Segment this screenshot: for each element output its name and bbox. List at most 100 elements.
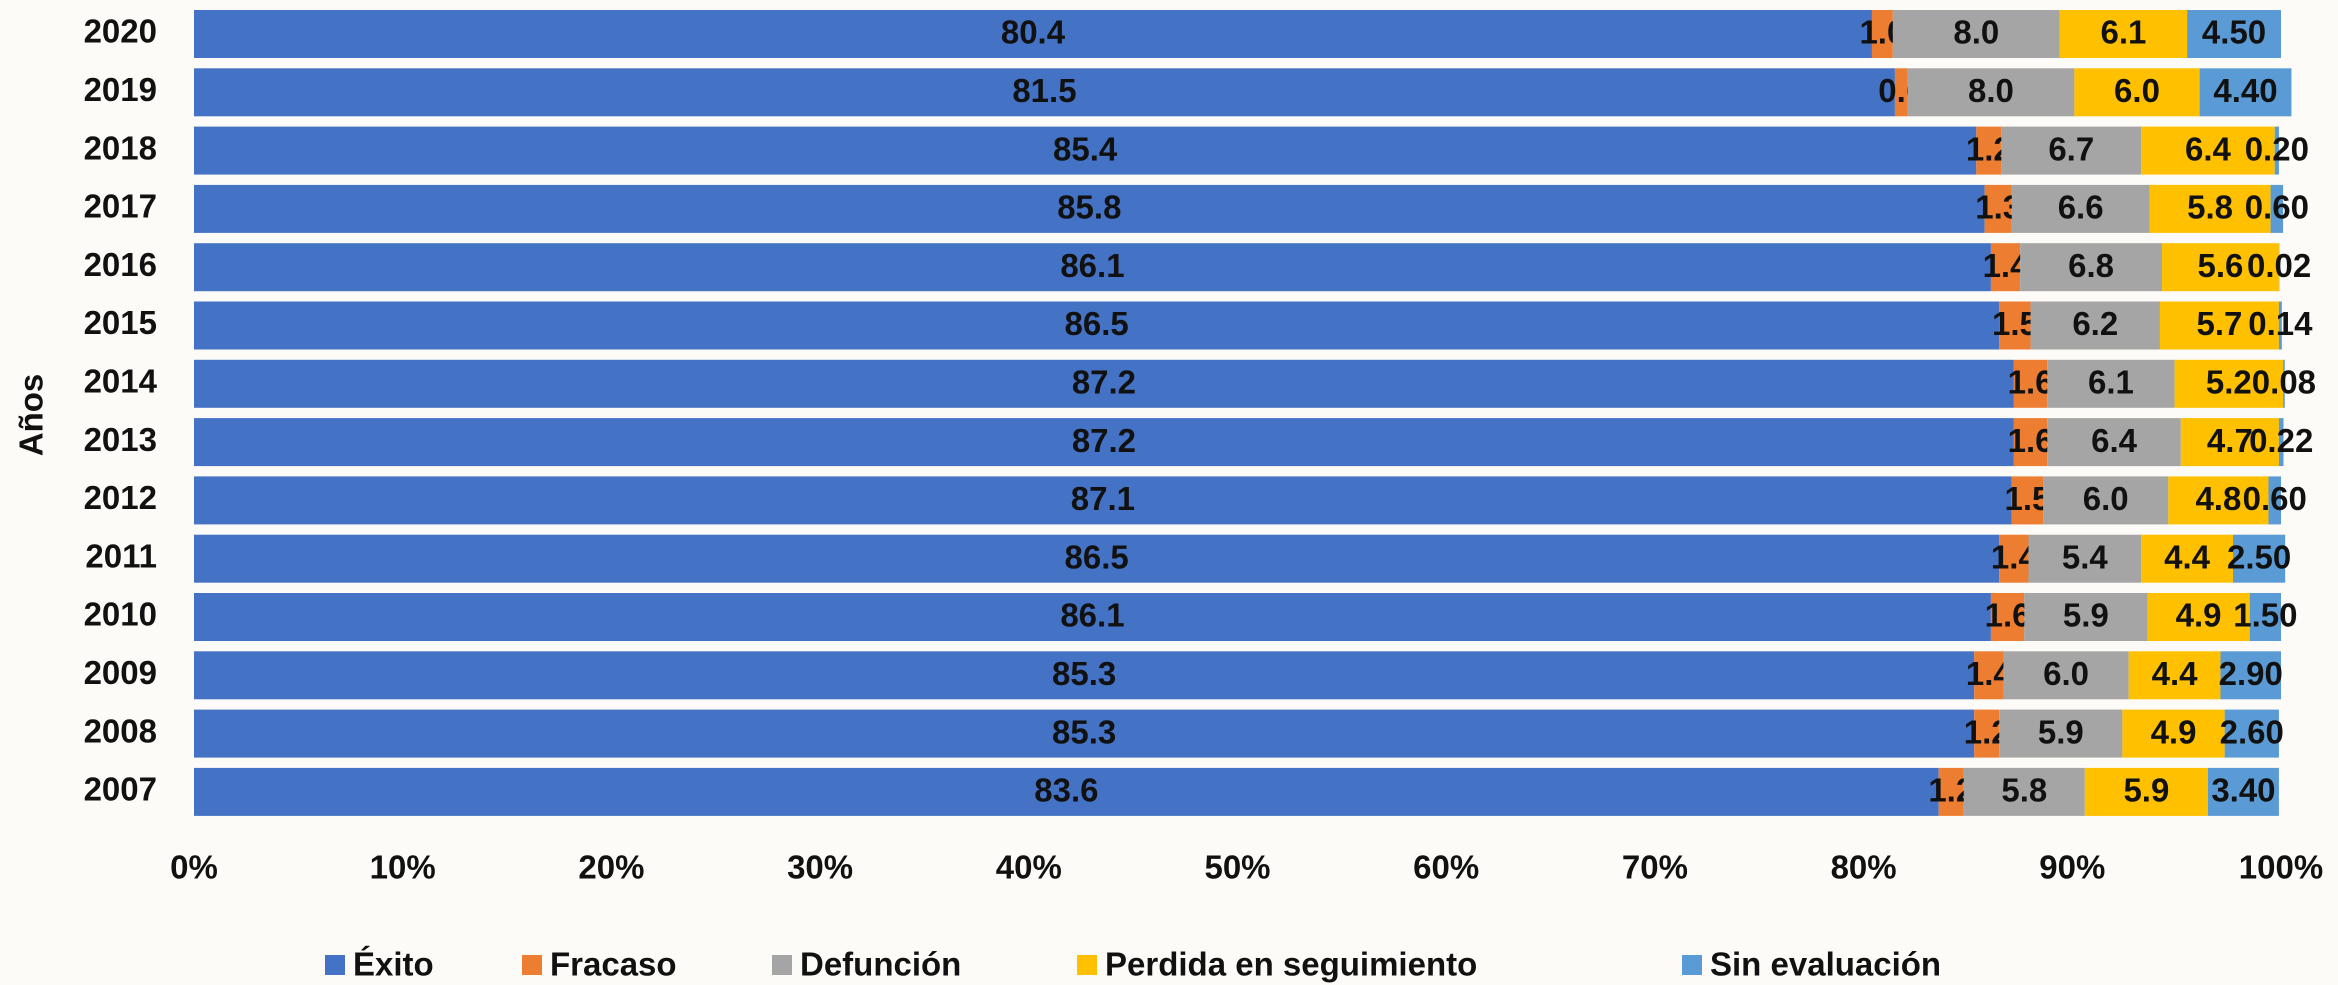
- y-tick-label: 2019: [84, 71, 157, 108]
- value-label: 4.4: [2164, 538, 2211, 575]
- bar-segment: [2187, 10, 2281, 58]
- legend-swatch: [1682, 955, 1702, 975]
- y-tick-label: 2018: [84, 129, 157, 166]
- bar-segment: [2283, 359, 2285, 408]
- legend-swatch: [325, 955, 345, 975]
- value-label: 4.8: [2195, 480, 2241, 517]
- bar-segment: [194, 534, 2000, 583]
- bar-segment: [2147, 593, 2250, 641]
- value-label: 1.5: [1992, 305, 2038, 342]
- legend-label: Sin evaluación: [1710, 946, 1941, 983]
- bar-segment: [2047, 359, 2175, 408]
- value-label: 86.5: [1065, 305, 1129, 342]
- y-tick-label: 2007: [84, 771, 157, 808]
- value-label: 85.8: [1057, 189, 1121, 226]
- value-label: 86.1: [1060, 247, 1124, 284]
- bar-segment: [2278, 301, 2282, 350]
- x-tick-label: 0%: [170, 849, 218, 886]
- x-tick-label: 50%: [1204, 849, 1270, 886]
- bar-segment: [2274, 126, 2279, 175]
- y-tick-label: 2010: [84, 596, 157, 633]
- bar-segment: [194, 68, 1895, 117]
- y-tick-label: 2008: [84, 712, 157, 749]
- value-label: 6.0: [2043, 655, 2089, 692]
- value-label: 85.3: [1052, 713, 1116, 750]
- bar-segment: [2174, 359, 2284, 408]
- value-label: 4.40: [2213, 72, 2277, 109]
- x-tick-label: 40%: [996, 849, 1062, 886]
- value-label: 87.2: [1072, 364, 1136, 401]
- x-tick-label: 100%: [2239, 849, 2323, 886]
- bar-segment: [194, 359, 2014, 408]
- x-tick-label: 20%: [578, 849, 644, 886]
- bar-segment: [2220, 651, 2281, 700]
- bar-segment: [2030, 301, 2160, 350]
- value-label: 5.9: [2123, 772, 2169, 809]
- y-tick-label: 2012: [84, 479, 157, 516]
- bar-segment: [1999, 709, 2123, 758]
- value-label: 5.8: [2187, 189, 2233, 226]
- bar-segment: [2128, 651, 2221, 700]
- y-axis-label: Años: [13, 374, 50, 457]
- value-label: 4.4: [2152, 655, 2199, 692]
- bar-segment: [1976, 126, 2002, 175]
- value-label: 80.4: [1001, 14, 1066, 51]
- bar-segment: [194, 10, 1872, 58]
- value-label: 6.7: [2048, 130, 2094, 167]
- value-label: 2.60: [2220, 713, 2284, 750]
- bar-segment: [2003, 651, 2129, 700]
- x-tick-label: 30%: [787, 849, 853, 886]
- value-label: 6.8: [2068, 247, 2114, 284]
- value-label: 87.2: [1072, 422, 1136, 459]
- value-label: 0.60: [2245, 189, 2309, 226]
- bar-segment: [2028, 534, 2142, 583]
- bar-segment: [2180, 418, 2279, 467]
- bar-segment: [1999, 534, 2029, 583]
- x-tick-label: 80%: [1831, 849, 1897, 886]
- value-label: 4.9: [2151, 713, 2197, 750]
- y-tick-label: 2009: [84, 654, 157, 691]
- y-tick-label: 2011: [85, 537, 157, 574]
- value-label: 83.6: [1034, 772, 1098, 809]
- bar-segment: [2011, 184, 2150, 233]
- bar-segment: [2084, 767, 2208, 816]
- value-label: 3.40: [2211, 772, 2275, 809]
- legend-label: Éxito: [353, 946, 434, 983]
- value-label: 6.1: [2100, 14, 2146, 51]
- bar-segment: [2207, 767, 2279, 816]
- bar-segment: [1974, 709, 2000, 758]
- value-label: 6.6: [2058, 189, 2104, 226]
- bar-segment: [1907, 68, 2075, 117]
- value-label: 5.9: [2063, 597, 2109, 634]
- bar-segment: [1894, 68, 1908, 117]
- bar-segment: [194, 593, 1991, 641]
- value-label: 5.2: [2206, 364, 2252, 401]
- y-tick-label: 2020: [84, 13, 157, 50]
- value-label: 2.50: [2227, 538, 2291, 575]
- bar-segment: [2162, 243, 2279, 292]
- value-label: 1.6: [1985, 597, 2031, 634]
- value-label: 86.1: [1060, 597, 1124, 634]
- bar-segment: [1974, 651, 2004, 700]
- bar-segment: [2168, 476, 2269, 525]
- value-label: 0.08: [2252, 364, 2316, 401]
- value-label: 6.0: [2114, 72, 2160, 109]
- bar-segment: [2020, 243, 2163, 292]
- bar-segment: [2224, 709, 2279, 758]
- x-tick-label: 90%: [2039, 849, 2105, 886]
- bar-segment: [2011, 476, 2044, 525]
- value-label: 86.5: [1065, 538, 1129, 575]
- bar-segment: [2013, 359, 2048, 408]
- value-label: 8.0: [1953, 14, 1999, 51]
- bar-segment: [2232, 534, 2286, 583]
- legend-label: Fracaso: [550, 946, 677, 983]
- bar-segment: [2199, 68, 2292, 117]
- value-label: 6.2: [2072, 305, 2118, 342]
- value-label: 4.7: [2207, 422, 2253, 459]
- y-tick-label: 2013: [84, 421, 157, 458]
- bar-segment: [194, 126, 1977, 175]
- bar-segment: [194, 476, 2012, 525]
- bar-segment: [194, 767, 1939, 816]
- bar-segment: [1938, 767, 1964, 816]
